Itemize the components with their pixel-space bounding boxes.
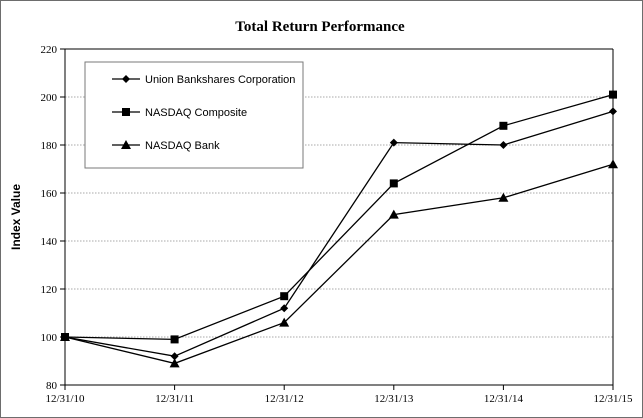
chart-title: Total Return Performance (235, 19, 405, 35)
data-point (280, 304, 289, 313)
x-tick-label: 12/31/11 (155, 393, 194, 405)
legend-label: NASDAQ Composite (145, 107, 247, 119)
x-tick-label: 12/31/12 (265, 393, 304, 405)
y-tick-labels: 80 100 120 140 160 180 200 220 (41, 44, 58, 392)
legend-label: NASDAQ Bank (145, 140, 220, 152)
series-line (64, 110, 614, 357)
legend-marker (122, 108, 130, 116)
series-line (64, 93, 614, 341)
y-tick-label: 160 (41, 188, 58, 200)
data-point (499, 141, 508, 149)
data-point (280, 292, 289, 301)
data-point (609, 90, 617, 99)
data-point (389, 138, 398, 147)
series-line (64, 163, 614, 365)
series-triangle (60, 159, 618, 368)
data-point (60, 332, 70, 341)
y-tick-label: 120 (41, 284, 58, 296)
y-axis-label: Index Value (9, 184, 23, 250)
data-point (279, 317, 290, 327)
data-point (388, 209, 399, 219)
x-tick-labels: 12/31/10 12/31/11 12/31/12 12/31/13 12/31/14… (45, 393, 633, 405)
axes (60, 48, 614, 390)
x-tick-label: 12/31/10 (45, 393, 85, 405)
series-lines (60, 90, 618, 368)
data-point (170, 352, 179, 361)
legend-marker (122, 75, 130, 83)
y-tick-label: 220 (41, 44, 58, 56)
legend-label: Union Bankshares Corporation (145, 74, 295, 86)
y-tick-label: 180 (41, 140, 58, 152)
y-tick-label: 140 (41, 236, 58, 248)
x-tick-label: 12/31/14 (484, 393, 524, 405)
legend-marker (121, 140, 131, 149)
x-tick-label: 12/31/15 (593, 393, 633, 405)
y-tick-label: 200 (41, 92, 58, 104)
data-point (608, 159, 618, 169)
x-tick-label: 12/31/13 (374, 393, 414, 405)
data-point (609, 107, 617, 116)
data-point (389, 179, 398, 188)
data-point (499, 121, 508, 130)
data-point (169, 358, 180, 368)
data-point (170, 335, 179, 344)
y-tick-label: 100 (41, 332, 58, 344)
data-point (498, 192, 509, 202)
legend-box (84, 61, 304, 169)
y-tick-label: 80 (46, 380, 58, 392)
legend: Union Bankshares Corporation NASDAQ Compo… (84, 61, 304, 169)
